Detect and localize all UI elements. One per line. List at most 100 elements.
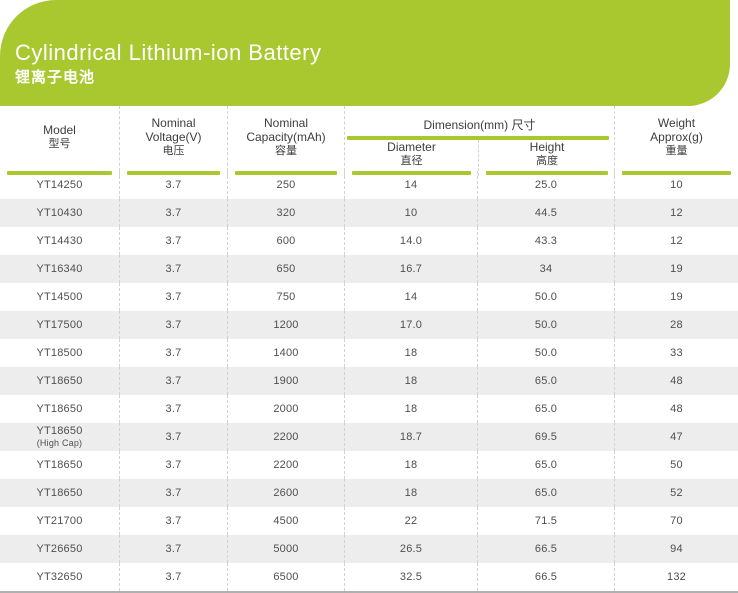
model-value: YT14500 [36,290,83,303]
cell-diameter: 18 [344,451,477,479]
header-dimension-group: Dimension(mm) 尺寸 Diameter 直径 Height 高度 [344,106,614,176]
cell-voltage: 3.7 [119,367,227,395]
header-diameter-en: Diameter [387,140,436,154]
cell-capacity: 4500 [227,507,344,535]
cell-model: YT18650 [0,395,119,423]
cell-voltage: 3.7 [119,339,227,367]
header-underline [127,171,220,175]
page-title: Cylindrical Lithium-ion Battery [15,40,322,65]
table-row: YT18650 3.7 2600 18 65.0 52 [0,479,738,507]
cell-diameter: 18.7 [344,423,477,451]
table-header: Model 型号 Nominal Voltage(V) 电压 Nominal C… [0,106,738,176]
header-model-en: Model [43,123,76,137]
header-underline [7,171,112,175]
dimension-group-underline [347,136,609,140]
cell-capacity: 1900 [227,367,344,395]
table-row: YT21700 3.7 4500 22 71.5 70 [0,507,738,535]
cell-model: YT21700 [0,507,119,535]
cell-voltage: 3.7 [119,563,227,591]
cell-height: 50.0 [477,339,614,367]
table-row: YT14500 3.7 750 14 50.0 19 [0,283,738,311]
cell-diameter: 18 [344,479,477,507]
header-diameter-zh: 直径 [400,155,423,167]
page-subtitle-zh: 锂离子电池 [15,69,96,86]
header-weight-zh: 重量 [665,145,688,157]
cell-capacity: 320 [227,199,344,227]
cell-voltage: 3.7 [119,199,227,227]
table-body: YT14250 3.7 250 14 25.0 10 YT10430 3.7 3… [0,171,738,593]
cell-diameter: 17.0 [344,311,477,339]
header-underline [352,171,471,175]
cell-model: YT17500 [0,311,119,339]
table-row: YT26650 3.7 5000 26.5 66.5 94 [0,535,738,563]
cell-model: YT32650 [0,563,119,591]
cell-model: YT18650 (High Cap) [0,423,119,451]
cell-height: 66.5 [477,563,614,591]
cell-model: YT14430 [0,227,119,255]
model-value: YT18650 [36,425,83,437]
cell-voltage: 3.7 [119,395,227,423]
cell-height: 25.0 [477,171,614,199]
cell-capacity: 250 [227,171,344,199]
header-height-en: Height [529,140,565,154]
cell-capacity: 750 [227,283,344,311]
cell-weight: 12 [614,227,738,255]
model-value: YT21700 [36,514,83,527]
cell-diameter: 18 [344,395,477,423]
cell-weight: 52 [614,479,738,507]
cell-capacity: 650 [227,255,344,283]
cell-voltage: 3.7 [119,171,227,199]
cell-model: YT16340 [0,255,119,283]
header-model-zh: 型号 [48,138,71,150]
cell-diameter: 22 [344,507,477,535]
cell-capacity: 5000 [227,535,344,563]
model-value: YT32650 [36,570,83,583]
cell-diameter: 14 [344,171,477,199]
header-capacity: Nominal Capacity(mAh) 容量 [227,106,344,176]
cell-model: YT14250 [0,171,119,199]
cell-diameter: 14.0 [344,227,477,255]
header-dimension-subcolumns: Diameter 直径 Height 高度 [345,140,614,176]
cell-diameter: 10 [344,199,477,227]
cell-model: YT18650 [0,479,119,507]
model-value: YT17500 [36,318,83,331]
header-model: Model 型号 [0,106,119,176]
cell-voltage: 3.7 [119,423,227,451]
table-row: YT17500 3.7 1200 17.0 50.0 28 [0,311,738,339]
header-diameter: Diameter 直径 [345,140,478,176]
header-weight: Weight Approx(g) 重量 [614,106,738,176]
cell-capacity: 2000 [227,395,344,423]
table-row: YT14250 3.7 250 14 25.0 10 [0,171,738,199]
cell-voltage: 3.7 [119,227,227,255]
cell-weight: 12 [614,199,738,227]
cell-capacity: 1400 [227,339,344,367]
header-voltage: Nominal Voltage(V) 电压 [119,106,227,176]
table-row: YT18650 3.7 2200 18 65.0 50 [0,451,738,479]
header-capacity-en2: Capacity(mAh) [246,130,326,144]
cell-weight: 19 [614,283,738,311]
cell-weight: 28 [614,311,738,339]
model-value: YT14430 [36,234,83,247]
header-weight-en1: Weight [657,116,696,130]
cell-model: YT18650 [0,367,119,395]
cell-weight: 94 [614,535,738,563]
model-value: YT18650 [36,458,83,471]
battery-spec-table: Model 型号 Nominal Voltage(V) 电压 Nominal C… [0,106,738,593]
cell-height: 71.5 [477,507,614,535]
header-height: Height 高度 [478,140,615,176]
cell-diameter: 16.7 [344,255,477,283]
cell-height: 43.3 [477,227,614,255]
table-row: YT18650 3.7 2000 18 65.0 48 [0,395,738,423]
cell-capacity: 1200 [227,311,344,339]
cell-height: 50.0 [477,283,614,311]
table-row: YT18650 (High Cap) 3.7 2200 18.7 69.5 47 [0,423,738,451]
header-voltage-zh: 电压 [162,145,185,157]
cell-capacity: 2600 [227,479,344,507]
model-sub-value: (High Cap) [36,438,83,448]
model-value: YT18650 [36,402,83,415]
cell-diameter: 18 [344,339,477,367]
table-row: YT18650 3.7 1900 18 65.0 48 [0,367,738,395]
cell-model: YT10430 [0,199,119,227]
cell-model: YT26650 [0,535,119,563]
